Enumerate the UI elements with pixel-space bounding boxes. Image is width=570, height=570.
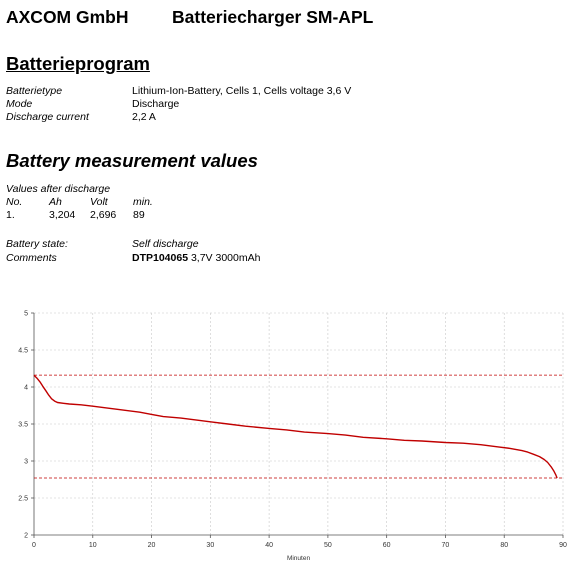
- x-tick-label: 60: [383, 542, 391, 549]
- x-tick-label: 30: [206, 542, 214, 549]
- reference-lines: [34, 374, 563, 479]
- x-tick-label: 90: [559, 542, 567, 549]
- battery-state-value: Self discharge: [132, 238, 199, 250]
- discharge-curve: [33, 374, 558, 479]
- program-key: Batterietype: [6, 85, 63, 97]
- column-header: min.: [133, 196, 153, 208]
- y-tick-label: 3.5: [18, 422, 28, 429]
- program-value: Discharge: [132, 98, 180, 110]
- values-caption: Values after discharge: [6, 183, 111, 195]
- x-tick-label: 10: [89, 542, 97, 549]
- y-tick-label: 4.5: [18, 348, 28, 355]
- y-tick-label: 2.5: [18, 496, 28, 503]
- column-header: Ah: [49, 196, 62, 208]
- y-tick-label: 4: [24, 385, 28, 392]
- comments-value: DTP104065 3,7V 3000mAh: [132, 252, 260, 265]
- y-tick-label: 5: [24, 311, 28, 318]
- axis-layer: [31, 312, 564, 538]
- report-header: AXCOM GmbH Batteriecharger SM-APL: [6, 7, 373, 28]
- table-cell: 2,696: [90, 209, 117, 221]
- program-value: 2,2 A: [132, 111, 156, 123]
- series-layer: [33, 374, 558, 479]
- program-key: Mode: [6, 98, 33, 110]
- x-tick-label: 80: [500, 542, 508, 549]
- product-name: Batteriecharger SM-APL: [172, 7, 374, 27]
- x-axis-label: Minuten: [287, 555, 311, 562]
- x-tick-label: 70: [442, 542, 450, 549]
- tick-labels: 0 10 20 30 40 50 60 70 80 90 2 2.5 3 3.5 4 4.5 5 Minuten: [18, 311, 567, 563]
- comments-bold: DTP104065: [132, 252, 189, 264]
- y-tick-label: 3: [24, 459, 28, 466]
- program-title: Batterieprogram: [6, 53, 150, 74]
- column-header: Volt: [90, 196, 108, 208]
- x-tick-label: 50: [324, 542, 332, 549]
- x-tick-label: 0: [32, 542, 36, 549]
- table-cell: 89: [133, 209, 145, 221]
- table-cell: 1.: [6, 209, 15, 221]
- column-header: No.: [6, 196, 23, 208]
- x-tick-label: 40: [265, 542, 273, 549]
- measurement-title: Battery measurement values: [6, 150, 258, 171]
- comments-rest: 3,7V 3000mAh: [188, 252, 261, 264]
- program-key: Discharge current: [6, 111, 89, 123]
- x-tick-label: 20: [148, 542, 156, 549]
- y-tick-label: 2: [24, 533, 28, 540]
- grid-layer: [34, 312, 564, 535]
- program-value: Lithium-Ion-Battery, Cells 1, Cells volt…: [132, 85, 352, 97]
- company-name: AXCOM GmbH: [6, 7, 129, 27]
- comments-label: Comments: [6, 252, 57, 264]
- battery-state-label: Battery state:: [6, 238, 68, 250]
- table-cell: 3,204: [49, 209, 76, 221]
